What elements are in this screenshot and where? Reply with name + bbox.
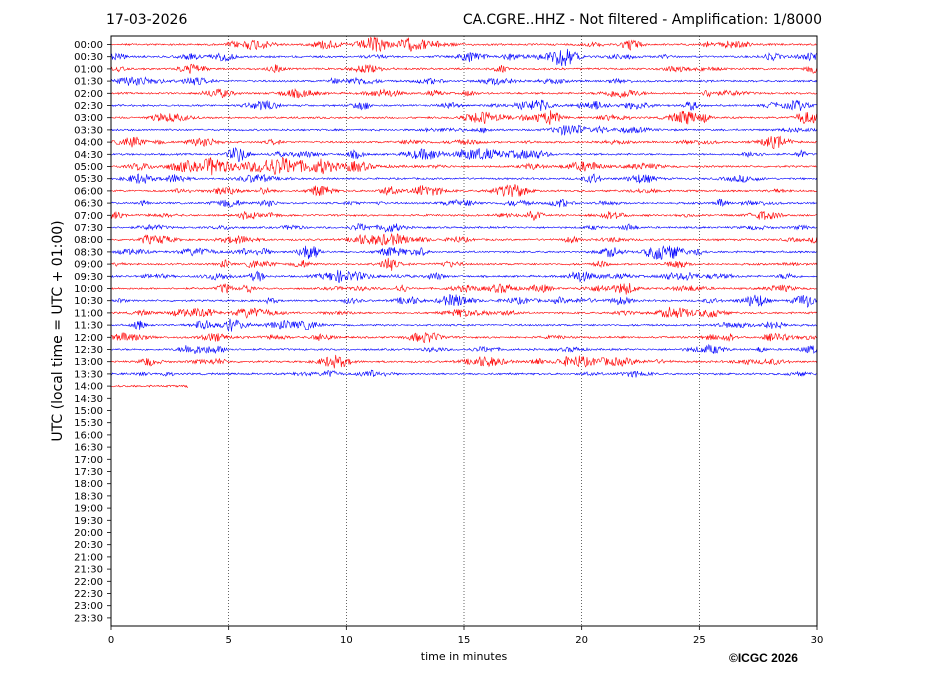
trace-0600 [110,184,817,198]
trace-0030 [110,48,817,67]
trace-0330 [110,124,817,136]
y-tick-label: 12:30 [74,345,103,356]
y-tick-label: 02:00 [74,89,103,100]
trace-1400 [110,384,189,388]
trace-1230 [110,343,817,355]
trace-1000 [110,282,817,295]
y-tick-label: 04:00 [74,138,103,149]
trace-1030 [110,294,817,308]
x-tick-label: 10 [340,635,353,646]
x-tick-label: 0 [108,635,114,646]
y-axis-label: UTC (local time = UTC + 01:00) [50,220,66,441]
y-tick-label: 23:30 [74,613,103,624]
y-tick-label: 16:30 [74,443,103,454]
y-tick-label: 13:00 [74,357,103,368]
y-tick-label: 15:00 [74,406,103,417]
trace-0800 [110,233,817,246]
y-tick-label: 06:00 [74,186,103,197]
y-tick-label: 03:30 [74,125,103,136]
y-tick-label: 08:30 [74,247,103,258]
trace-0300 [110,110,817,125]
trace-0530 [110,173,817,184]
y-tick-label: 13:30 [74,369,103,380]
trace-0000 [110,36,817,53]
y-tick-label: 10:30 [74,296,103,307]
y-tick-label: 07:00 [74,211,103,222]
y-tick-label: 18:30 [74,491,103,502]
y-tick-label: 00:00 [74,40,103,51]
y-tick-label: 01:30 [74,77,103,88]
y-tick-label: 05:00 [74,162,103,173]
trace-0200 [110,87,817,99]
y-tick-label: 14:30 [74,394,103,405]
y-tick-label: 15:30 [74,418,103,429]
trace-0100 [110,63,817,74]
x-tick-label: 5 [225,635,231,646]
y-tick-label: 20:30 [74,540,103,551]
trace-0430 [110,147,817,162]
y-tick-label: 00:30 [74,52,103,63]
trace-0730 [110,222,817,233]
y-tick-label: 02:30 [74,101,103,112]
x-tick-label: 25 [693,635,706,646]
y-tick-label: 09:00 [74,260,103,271]
y-tick-label: 08:00 [74,235,103,246]
y-tick-label: 21:30 [74,565,103,576]
trace-1330 [110,369,817,378]
y-tick-label: 01:00 [74,64,103,75]
trace-0130 [110,76,817,86]
y-tick-label: 18:00 [74,479,103,490]
y-tick-label: 04:30 [74,150,103,161]
y-tick-label: 07:30 [74,223,103,234]
trace-1200 [110,332,817,343]
trace-0500 [110,156,817,176]
y-tick-label: 11:30 [74,321,103,332]
y-tick-label: 21:00 [74,552,103,563]
y-tick-label: 20:00 [74,528,103,539]
date-label: 17-03-2026 [106,12,188,28]
y-tick-label: 17:00 [74,455,103,466]
y-tick-label: 17:30 [74,467,103,478]
x-tick-label: 15 [458,635,471,646]
y-tick-label: 06:30 [74,199,103,210]
y-tick-label: 22:00 [74,577,103,588]
y-tick-label: 10:00 [74,284,103,295]
copyright-credit: ©ICGC 2026 [729,651,798,665]
y-tick-label: 22:30 [74,589,103,600]
x-axis-label: time in minutes [421,650,508,663]
y-tick-label: 19:30 [74,516,103,527]
trace-0930 [110,269,817,284]
y-tick-label: 03:00 [74,113,103,124]
y-tick-label: 19:00 [74,504,103,515]
y-tick-label: 05:30 [74,174,103,185]
trace-0830 [110,245,817,260]
y-tick-label: 14:00 [74,382,103,393]
y-tick-label: 12:00 [74,333,103,344]
trace-0630 [110,198,817,208]
trace-0900 [110,257,817,271]
trace-1130 [110,318,817,332]
station-title: CA.CGRE..HHZ - Not filtered - Amplificat… [462,12,822,28]
x-tick-label: 20 [575,635,588,646]
trace-0400 [110,135,817,150]
trace-0230 [110,99,817,112]
trace-1300 [110,354,817,369]
y-tick-label: 23:00 [74,601,103,612]
y-tick-label: 11:00 [74,308,103,319]
y-tick-label: 16:00 [74,430,103,441]
y-tick-label: 09:30 [74,272,103,283]
trace-0700 [110,210,817,221]
trace-1100 [110,306,817,319]
x-tick-label: 30 [811,635,824,646]
